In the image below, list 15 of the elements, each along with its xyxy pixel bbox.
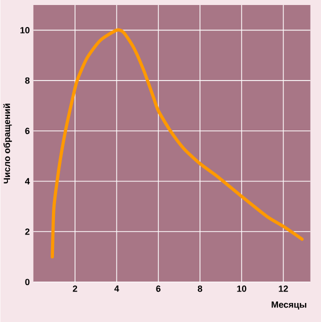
x-tick-label: 4 xyxy=(114,286,119,292)
y-tick-label: 6 xyxy=(25,128,30,134)
x-tick-label: 10 xyxy=(237,286,246,292)
y-tick-label: 4 xyxy=(24,178,30,184)
x-axis-title: Месяцы xyxy=(272,302,306,310)
x-tick-label: 12 xyxy=(278,286,288,292)
x-tick-label: 2 xyxy=(72,286,77,292)
y-tick-label: 2 xyxy=(24,228,30,235)
line-series xyxy=(50,28,304,258)
y-axis-title: Число обращений xyxy=(3,104,12,184)
y-tick-label: 0 xyxy=(25,278,30,286)
y-tick-label: 10 xyxy=(20,27,30,34)
x-tick-label: 8 xyxy=(198,286,202,292)
x-tick-label: 6 xyxy=(156,286,160,292)
y-tick-label: 8 xyxy=(24,77,30,84)
